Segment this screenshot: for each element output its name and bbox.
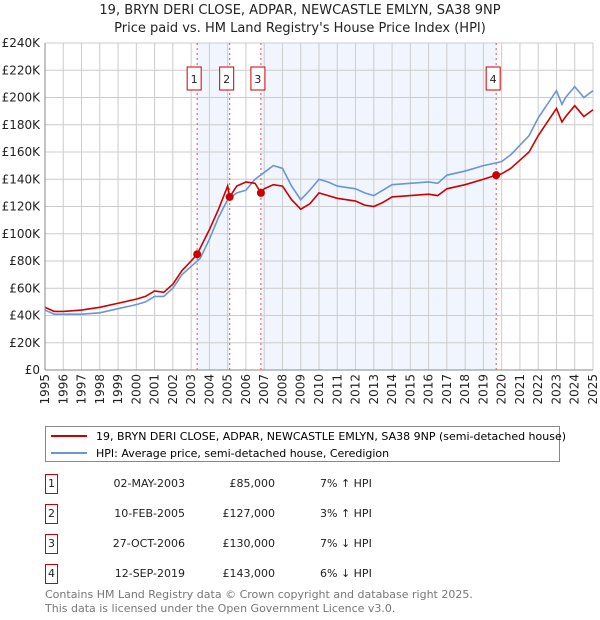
x-tick-label: 2011 [330,374,344,405]
x-tick-label: 2003 [184,374,198,405]
sale-hpi-diff: 7% ↑ HPI [320,477,372,490]
sale-date: 10-FEB-2005 [114,507,185,520]
x-tick-label: 2004 [202,374,216,405]
y-tick-label: £140K [2,172,42,186]
sale-hpi-diff: 3% ↑ HPI [320,507,372,520]
legend-item-hpi: HPI: Average price, semi-detached house,… [46,445,389,461]
y-tick-label: £220K [2,63,42,77]
footer-licence: This data is licensed under the Open Gov… [45,602,396,615]
x-tick-label: 2018 [458,374,472,405]
y-tick-label: £160K [2,145,42,159]
sale-hpi-diff: 7% ↓ HPI [320,537,372,550]
sale-number-badge: 1 [45,474,58,494]
x-tick-label: 2007 [257,374,271,405]
sale-point [193,250,202,259]
y-tick-label: £60K [9,281,41,295]
footer-copyright: Contains HM Land Registry data © Crown c… [45,588,473,601]
sale-point [225,192,234,201]
sale-point [492,171,501,180]
sale-label: 2 [223,73,230,86]
legend: 19, BRYN DERI CLOSE, ADPAR, NEWCASTLE EM… [45,426,566,462]
sale-price: £130,000 [222,537,276,550]
sale-label-box [219,66,235,91]
y-tick-label: £100K [2,227,42,241]
x-tick-label: 2012 [349,374,363,405]
legend-item-property: 19, BRYN DERI CLOSE, ADPAR, NEWCASTLE EM… [46,428,566,444]
series-line-property [44,104,594,313]
sale-label: 3 [254,73,261,86]
y-tick-label: £120K [2,200,42,214]
sale-price: £127,000 [222,507,276,520]
x-tick-label: 2000 [129,374,143,405]
plot-area: 1995 1996 1997 1998 1999 2000 2001 2002 2003 2004… [2,36,600,405]
series-line-hpi [44,85,594,315]
sale-label-box [250,66,266,91]
x-tick-label: 2022 [531,374,545,405]
x-tick-label: 2015 [403,374,417,405]
legend-swatch-blue [51,452,87,454]
x-tick-label: 1998 [93,374,107,405]
sale-number-badge: 3 [45,534,58,554]
x-tick-label: 1996 [56,374,70,405]
sale-label-box [485,66,501,91]
y-tick-label: £200K [2,91,42,105]
sale-point [256,188,265,197]
x-tick-label: 1995 [38,374,52,405]
x-tick-label: 2009 [294,374,308,405]
x-tick-label: 2020 [495,374,509,405]
x-tick-label: 2024 [568,374,582,405]
x-tick-label: 2023 [549,374,563,405]
x-tick-label: 2016 [422,374,436,405]
x-tick-label: 2001 [148,374,162,405]
x-tick-label: 2002 [166,374,180,405]
x-tick-label: 2006 [239,374,253,405]
x-tick-label: 2005 [221,374,235,405]
x-tick-label: 2017 [440,374,454,405]
x-tick-label: 2008 [275,374,289,405]
x-tick-label: 2019 [476,374,490,405]
legend-label: HPI: Average price, semi-detached house,… [96,446,390,460]
chart-subtitle: Price paid vs. HM Land Registry's House … [114,21,486,36]
sale-label: 4 [490,73,497,86]
sale-date: 02-MAY-2003 [113,477,185,490]
y-tick-label: £180K [2,118,42,132]
sale-date: 12-SEP-2019 [114,567,185,580]
y-tick-label: £80K [9,254,41,268]
sale-price: £85,000 [229,477,276,490]
x-tick-label: 2021 [513,374,527,405]
y-tick-label: £240K [2,36,42,50]
x-tick-label: 2010 [312,374,326,405]
sale-price: £143,000 [222,567,276,580]
x-tick-label: 2025 [586,374,600,405]
legend-swatch-red [51,435,87,437]
x-tick-label: 1997 [75,374,89,405]
x-tick-label: 2013 [367,374,381,405]
sale-hpi-diff: 6% ↓ HPI [320,567,372,580]
legend-label: 19, BRYN DERI CLOSE, ADPAR, NEWCASTLE EM… [96,429,567,443]
y-tick-label: £20K [9,336,41,350]
sale-number-badge: 2 [45,504,58,524]
sale-label: 1 [191,73,198,86]
y-tick-label: £40K [9,309,41,323]
sale-label-box [186,66,202,91]
sale-number-badge: 4 [45,564,58,584]
x-tick-label: 1999 [111,374,125,405]
chart-title: 19, BRYN DERI CLOSE, ADPAR, NEWCASTLE EM… [99,3,501,18]
x-tick-label: 2014 [385,374,399,405]
sale-date: 27-OCT-2006 [112,537,185,550]
y-tick-label: £0 [25,363,40,377]
